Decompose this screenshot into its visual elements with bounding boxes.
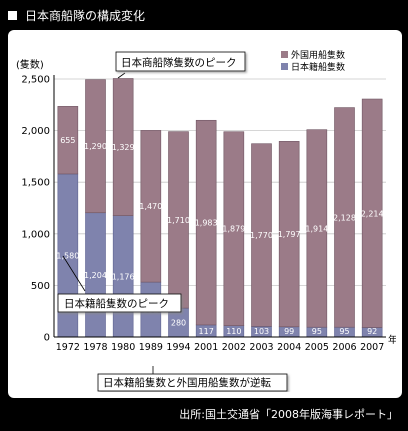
x-tick-label: 1972	[56, 342, 80, 353]
source-note: 出所:国土交通省「2008年版海事レポート」	[179, 408, 398, 421]
chart-panel: 6551,5801,2901,2041,3291,1761,4705321,71…	[8, 30, 402, 398]
value-label-japanese: 103	[254, 327, 269, 336]
x-axis-year-suffix: 年	[388, 334, 396, 346]
x-tick-label: 2004	[277, 342, 301, 353]
legend-swatch-japanese	[281, 63, 288, 70]
legend-swatch-foreign	[281, 51, 288, 58]
bar-foreign	[195, 119, 217, 326]
value-label-foreign: 1,290	[84, 142, 107, 151]
value-label-foreign: 2,128	[333, 213, 356, 222]
x-tick-label: 2001	[194, 342, 218, 353]
chart-area: 6551,5801,2901,2041,3291,1761,4705321,71…	[14, 36, 398, 392]
x-tick-label: 1989	[139, 342, 163, 353]
bullet-square-icon	[8, 10, 17, 20]
value-label-japanese: 92	[367, 327, 377, 336]
bar-foreign	[334, 107, 355, 328]
value-label-japanese: 1,580	[56, 251, 79, 260]
callout-japanese-peak: 日本籍船隻数のピーク	[57, 255, 182, 313]
x-tick-label: 1994	[166, 342, 190, 353]
y-tick-label: 0	[44, 333, 50, 344]
value-label-foreign: 1,914	[305, 224, 328, 233]
page-header: 日本商船隊の構成変化	[8, 5, 145, 25]
bar-foreign	[57, 106, 79, 175]
callout-reversal-label: 日本籍船隻数と外国用船隻数が逆転	[103, 376, 271, 389]
value-label-japanese: 117	[199, 327, 214, 336]
value-label-japanese: 110	[226, 327, 241, 336]
value-label-foreign: 1,983	[195, 219, 218, 228]
bar-foreign	[223, 131, 245, 326]
x-tick-label: 2002	[222, 342, 246, 353]
x-tick-label: 2003	[249, 342, 273, 353]
x-tick-label: 2007	[360, 342, 384, 353]
bar-foreign	[361, 98, 383, 328]
bar-foreign	[112, 78, 134, 216]
callout-fleet-peak-label: 日本商船隊隻数のピーク	[121, 56, 237, 69]
gridlines	[54, 78, 386, 286]
value-labels: 6551,5801,2901,2041,3291,1761,4705321,71…	[56, 136, 383, 336]
bar-foreign	[278, 141, 300, 328]
value-label-japanese: 99	[284, 327, 294, 336]
y-tick-label: 2,500	[21, 75, 50, 86]
value-label-foreign: 655	[60, 136, 75, 145]
value-label-japanese: 95	[339, 327, 349, 336]
value-label-foreign: 1,797	[278, 230, 301, 239]
callout-fleet-peak: 日本商船隊隻数のピーク	[115, 51, 246, 79]
x-tick-label: 2005	[305, 342, 329, 353]
y-axis-unit-label: (隻数)	[16, 58, 44, 71]
bar-foreign	[85, 79, 106, 214]
value-label-japanese: 280	[171, 319, 186, 328]
bar-foreign	[306, 129, 328, 328]
value-label-foreign: 1,770	[250, 231, 273, 240]
legend-label-foreign: 外国用船隻数	[291, 49, 345, 61]
x-tick-label: 2006	[332, 342, 356, 353]
x-tick-label: 1978	[83, 342, 107, 353]
value-label-foreign: 1,879	[222, 225, 245, 234]
callout-reversal: 日本籍船隻数と外国用船隻数が逆転	[97, 366, 288, 392]
bar-foreign	[140, 130, 162, 283]
value-label-foreign: 1,710	[167, 216, 190, 225]
value-label-foreign: 2,214	[361, 209, 384, 218]
callout-japanese-peak-label: 日本籍船隻数のピーク	[64, 297, 169, 310]
page-title: 日本商船隊の構成変化	[25, 8, 146, 23]
value-label-japanese: 1,176	[112, 272, 135, 281]
x-tick-label: 1980	[111, 342, 135, 353]
y-tick-label: 1,500	[21, 178, 50, 189]
legend-label-japanese: 日本籍船隻数	[291, 61, 345, 73]
axes: 0 500 1,000 1,500 2,000 2,500 1972 1978 1980 1989…	[21, 75, 398, 354]
bar-foreign	[251, 143, 272, 327]
y-tick-label: 500	[31, 281, 50, 292]
y-tick-label: 2,000	[21, 126, 50, 137]
legend: 外国用船隻数 日本籍船隻数	[281, 49, 345, 73]
value-label-japanese: 1,204	[84, 271, 107, 280]
value-label-foreign: 1,329	[112, 143, 135, 152]
value-label-japanese: 95	[312, 327, 322, 336]
y-tick-label: 1,000	[21, 229, 50, 240]
fleet-composition-chart: 6551,5801,2901,2041,3291,1761,4705321,71…	[16, 49, 398, 392]
value-label-foreign: 1,470	[139, 202, 162, 211]
